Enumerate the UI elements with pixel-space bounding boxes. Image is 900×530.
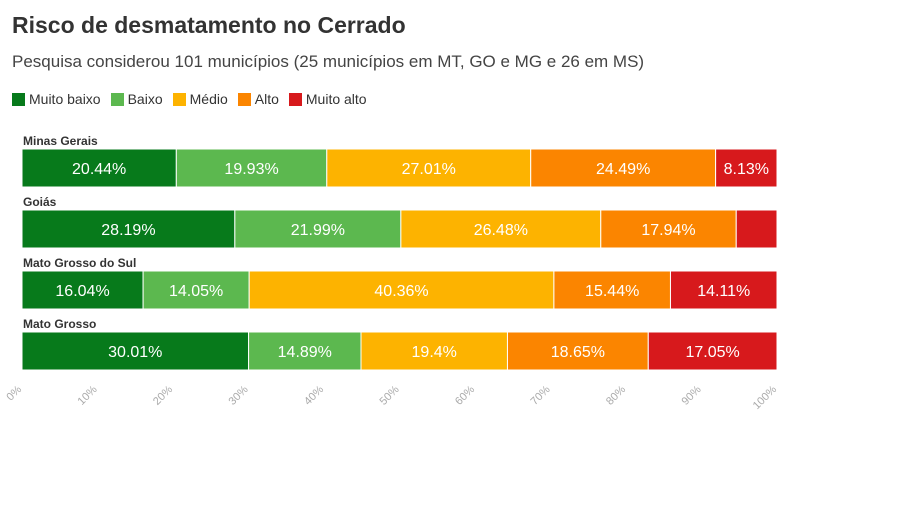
bar-goias-muito-baixo[interactable] — [21, 209, 236, 249]
legend: Muito baixo Baixo Médio Alto Muito alto — [12, 91, 367, 107]
bar-mato-grosso-do-sul-muito-alto[interactable] — [669, 270, 778, 310]
legend-label-medio: Médio — [189, 91, 228, 107]
bar-goias-muito-alto[interactable] — [735, 209, 778, 249]
legend-item-medio[interactable]: Médio — [172, 91, 228, 107]
data-label-mato-grosso-muito-baixo: 30.01% — [108, 344, 162, 361]
data-label-minas-gerais-baixo: 19.93% — [224, 161, 278, 178]
x-tick-label: 50% — [378, 383, 402, 407]
data-label-mato-grosso-do-sul-muito-alto: 14.11% — [697, 283, 750, 300]
bar-mato-grosso-muito-baixo[interactable] — [21, 331, 250, 371]
data-label-mato-grosso-baixo: 14.89% — [278, 344, 332, 361]
data-label-goias-muito-baixo: 28.19% — [101, 222, 155, 239]
x-tick-label: 80% — [604, 383, 628, 407]
legend-swatch-alto — [237, 92, 251, 106]
legend-swatch-muito-alto — [288, 92, 302, 106]
data-label-mato-grosso-medio: 19.4% — [412, 344, 457, 361]
data-label-mato-grosso-muito-alto: 17.05% — [686, 344, 740, 361]
bar-mato-grosso-muito-alto[interactable] — [647, 331, 778, 371]
bar-goias-baixo[interactable] — [234, 209, 402, 249]
data-label-minas-gerais-medio: 27.01% — [402, 161, 456, 178]
x-tick-label: 70% — [529, 383, 553, 407]
bar-goias-alto[interactable] — [600, 209, 737, 249]
data-label-goias-alto: 17.94% — [641, 222, 695, 239]
x-tick-label: 100% — [751, 383, 780, 412]
legend-label-baixo: Baixo — [127, 91, 163, 107]
legend-item-muito-baixo[interactable]: Muito baixo — [12, 91, 101, 107]
legend-label-alto: Alto — [254, 91, 279, 107]
x-tick-label: 40% — [302, 383, 326, 407]
data-label-mato-grosso-do-sul-baixo: 14.05% — [169, 283, 223, 300]
category-label-minas-gerais: Minas Gerais — [23, 134, 98, 148]
data-label-mato-grosso-do-sul-muito-baixo: 16.04% — [55, 283, 109, 300]
bar-minas-gerais-muito-alto[interactable] — [715, 148, 778, 188]
legend-swatch-medio — [172, 92, 186, 106]
data-label-mato-grosso-do-sul-alto: 15.44% — [585, 283, 639, 300]
x-tick-label: 60% — [453, 383, 477, 407]
data-label-minas-gerais-muito-baixo: 20.44% — [72, 161, 126, 178]
legend-swatch-baixo — [110, 92, 124, 106]
legend-swatch-muito-baixo — [12, 92, 25, 106]
bar-mato-grosso-baixo[interactable] — [248, 331, 362, 371]
bar-minas-gerais-muito-baixo[interactable] — [21, 148, 177, 188]
data-label-mato-grosso-alto: 18.65% — [551, 344, 605, 361]
category-label-mato-grosso-do-sul: Mato Grosso do Sul — [23, 256, 136, 270]
data-label-goias-medio: 26.48% — [474, 222, 528, 239]
data-label-minas-gerais-muito-alto: 8.13% — [724, 161, 769, 178]
legend-item-alto[interactable]: Alto — [237, 91, 279, 107]
x-tick-label: 10% — [76, 383, 100, 407]
x-tick-label: 30% — [227, 383, 251, 407]
x-tick-label: 0% — [4, 383, 24, 403]
bar-goias-medio[interactable] — [400, 209, 602, 249]
legend-label-muito-alto: Muito alto — [305, 91, 367, 107]
x-tick-label: 90% — [680, 383, 704, 407]
legend-item-muito-alto[interactable]: Muito alto — [288, 91, 367, 107]
x-tick-label: 20% — [151, 383, 175, 407]
bar-mato-grosso-medio[interactable] — [360, 331, 508, 371]
category-label-mato-grosso: Mato Grosso — [23, 317, 96, 331]
data-label-goias-baixo: 21.99% — [291, 222, 345, 239]
chart-subtitle: Pesquisa considerou 101 municípios (25 m… — [12, 52, 645, 71]
chart-title: Risco de desmatamento no Cerrado — [12, 12, 406, 38]
legend-label-muito-baixo: Muito baixo — [29, 91, 101, 107]
data-label-minas-gerais-alto: 24.49% — [596, 161, 650, 178]
data-label-mato-grosso-do-sul-medio: 40.36% — [374, 283, 428, 300]
category-label-goias: Goiás — [23, 195, 57, 209]
bar-mato-grosso-do-sul-muito-baixo[interactable] — [21, 270, 144, 310]
legend-item-baixo[interactable]: Baixo — [110, 91, 163, 107]
bar-minas-gerais-baixo[interactable] — [175, 148, 328, 188]
bar-mato-grosso-alto[interactable] — [506, 331, 649, 371]
